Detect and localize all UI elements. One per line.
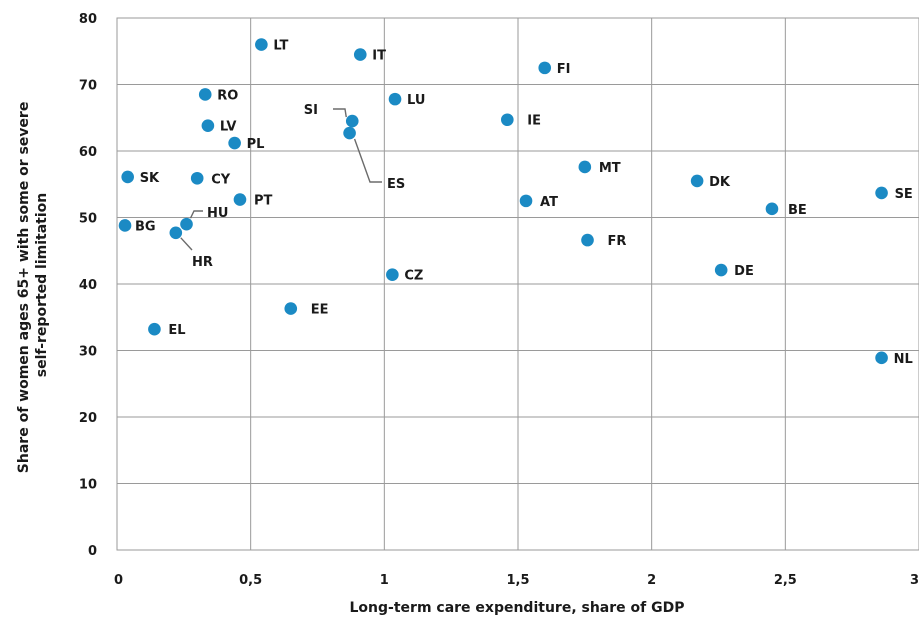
y-axis-label-line-1: Share of women ages 65+ with some or sev… <box>16 102 32 474</box>
leader-line-si <box>333 108 347 118</box>
x-tick-label: 2 <box>647 573 656 588</box>
point-label-mt: MT <box>599 161 621 176</box>
y-axis-label: Share of women ages 65+ with some or sev… <box>16 97 50 473</box>
y-tick-label: 40 <box>79 278 97 293</box>
point-label-es: ES <box>387 177 405 192</box>
data-point-nl <box>875 351 888 365</box>
data-point-el <box>148 322 161 336</box>
data-point-es <box>343 126 356 140</box>
y-tick-label: 30 <box>79 345 97 360</box>
y-tick-label: 60 <box>79 145 97 160</box>
point-label-ee: EE <box>311 303 329 318</box>
point-label-fi: FI <box>557 62 571 77</box>
y-axis-label-line-2: self-reported limitation <box>34 193 50 378</box>
data-points <box>118 38 888 365</box>
data-point-si <box>345 114 359 128</box>
data-point-ie <box>501 113 514 127</box>
x-tick-label: 0 <box>114 573 123 588</box>
data-point-fr <box>581 233 594 247</box>
point-label-lt: LT <box>273 39 288 54</box>
x-tick-label: 2,5 <box>774 573 797 588</box>
point-label-hu: HU <box>207 206 228 221</box>
data-point-pl <box>228 136 241 150</box>
y-tick-label: 80 <box>79 12 97 27</box>
point-label-dk: DK <box>709 175 731 190</box>
data-point-bg <box>118 219 132 232</box>
leader-line-hu <box>189 210 203 219</box>
point-label-de: DE <box>734 264 754 279</box>
leader-line-hr <box>180 237 193 251</box>
y-tick-label: 0 <box>88 544 97 559</box>
point-label-ro: RO <box>217 88 238 103</box>
point-label-hr: HR <box>192 255 213 270</box>
x-tick-label: 1,5 <box>506 573 529 588</box>
data-point-ro <box>198 88 212 101</box>
point-label-be: BE <box>788 203 807 218</box>
leader-lines <box>180 108 382 251</box>
data-point-hr <box>169 226 183 240</box>
y-tick-label: 50 <box>79 212 97 227</box>
data-point-be <box>765 202 779 216</box>
point-label-at: AT <box>540 195 558 210</box>
data-point-se <box>875 186 888 200</box>
point-label-lv: LV <box>220 120 237 135</box>
data-point-pt <box>233 193 247 206</box>
point-label-fr: FR <box>608 234 627 249</box>
data-point-at <box>519 194 533 208</box>
y-tick-label: 10 <box>79 478 97 493</box>
point-label-sk: SK <box>140 171 160 186</box>
data-point-fi <box>538 61 552 75</box>
data-point-sk <box>121 170 134 184</box>
data-point-cz <box>386 268 399 281</box>
point-label-pl: PL <box>247 137 265 152</box>
point-labels: LT IT FI RO LU SI IE LV ES PL MT SK CY DK SE PT AT BE HU BG… <box>135 39 913 367</box>
x-axis-label: Long-term care expenditure, share of GDP <box>350 600 685 616</box>
point-label-bg: BG <box>135 219 156 234</box>
y-tick-label: 70 <box>79 79 97 94</box>
x-tick-label: 1 <box>380 573 389 588</box>
data-point-hu <box>180 217 193 231</box>
data-point-cy <box>190 171 204 185</box>
grid-lines <box>116 17 919 551</box>
data-point-ee <box>284 302 298 315</box>
point-label-el: EL <box>168 323 185 338</box>
point-label-pt: PT <box>254 194 273 209</box>
x-tick-label: 3 <box>910 573 919 588</box>
data-point-dk <box>690 174 704 188</box>
data-point-lt <box>255 38 268 51</box>
point-label-it: IT <box>372 49 386 64</box>
point-label-ie: IE <box>527 114 541 129</box>
y-tick-label: 20 <box>79 411 97 426</box>
data-point-de <box>714 263 728 277</box>
data-point-lv <box>201 119 215 133</box>
point-label-cy: CY <box>211 172 231 187</box>
point-label-cz: CZ <box>404 269 423 284</box>
x-tick-label: 0,5 <box>239 573 262 588</box>
leader-line-es <box>353 138 382 183</box>
point-label-lu: LU <box>407 93 425 108</box>
data-point-mt <box>578 160 592 174</box>
point-label-nl: NL <box>894 352 913 367</box>
data-point-lu <box>388 92 402 106</box>
data-point-it <box>353 48 367 61</box>
point-label-se: SE <box>895 187 913 202</box>
point-label-si: SI <box>304 103 318 118</box>
plot-frame <box>116 17 919 551</box>
tick-labels: 0 10 20 30 40 50 60 70 80 0 0,5 1 1,5 2 2,5 3 <box>79 12 919 588</box>
